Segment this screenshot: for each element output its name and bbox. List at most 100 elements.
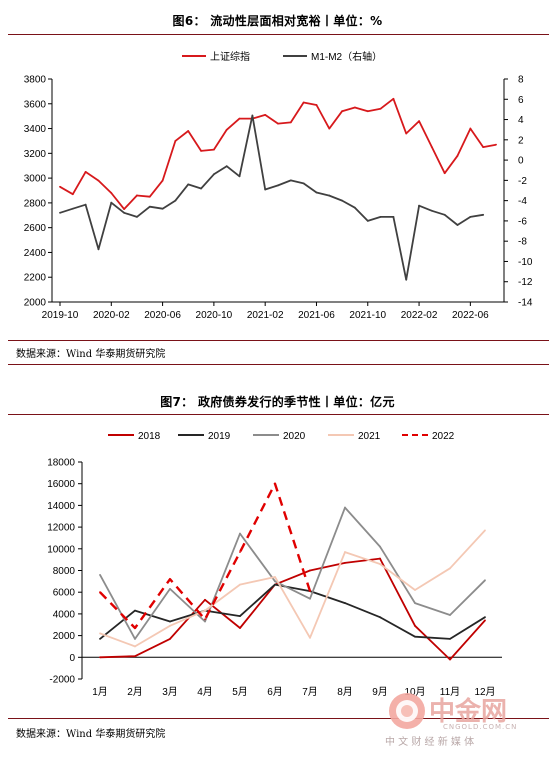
data-point — [97, 248, 100, 251]
data-point — [449, 637, 451, 640]
liquidity-chart: 2000 2200 2400 2600 2800 3000 3200 3400 3600 3800… — [24, 50, 533, 321]
data-point — [187, 183, 190, 186]
data-point — [315, 104, 318, 106]
x-tick-label: 2022-02 — [401, 310, 438, 321]
legend-label: 2021 — [358, 431, 381, 442]
cngold-watermark: 中金网 CNGOLD.COM.CN 中 文 财 经 新 媒 体 — [385, 689, 535, 748]
figure-7-source: 数据来源：Wind 华泰期货研究院 — [16, 729, 166, 740]
data-point — [84, 203, 87, 206]
divider — [8, 414, 549, 415]
data-point — [239, 551, 241, 553]
data-point — [392, 215, 395, 218]
data-point — [148, 205, 151, 208]
data-point — [379, 616, 381, 619]
data-point — [414, 589, 416, 591]
data-point — [418, 120, 420, 123]
data-point — [414, 635, 416, 638]
y-tick-label: 2800 — [24, 198, 47, 209]
y2-tick-label: 4 — [518, 115, 524, 126]
y2-tick-label: 8 — [518, 75, 524, 86]
data-point — [110, 192, 113, 194]
data-point — [277, 184, 279, 187]
data-point — [315, 191, 318, 194]
data-point — [302, 101, 305, 104]
x-tick-label: 1月 — [92, 686, 108, 698]
y2-tick-label: -4 — [518, 196, 527, 207]
data-point — [99, 656, 101, 659]
data-point — [169, 578, 171, 581]
data-point — [449, 614, 451, 616]
y-tick-label: 2000 — [24, 298, 47, 309]
data-point — [204, 609, 206, 612]
data-point — [169, 588, 171, 590]
y-tick-label: 3400 — [24, 124, 47, 135]
data-point — [405, 132, 408, 135]
data-point — [379, 563, 381, 565]
y-tick-label: 10000 — [47, 544, 75, 555]
y-tick-label: 3600 — [24, 99, 47, 110]
data-point — [414, 624, 416, 627]
data-point — [469, 215, 472, 218]
data-point — [212, 173, 215, 176]
series-line-2022 — [99, 482, 312, 630]
data-point — [379, 545, 381, 548]
data-point — [344, 506, 346, 509]
data-point — [136, 194, 138, 197]
x-tick-label: 7月 — [302, 686, 318, 698]
x-tick-label: 12月 — [474, 686, 495, 698]
y-tick-label: 16000 — [47, 479, 75, 490]
data-point — [482, 213, 485, 216]
data-point — [161, 207, 164, 210]
data-point — [225, 128, 228, 131]
divider — [8, 718, 549, 719]
data-point — [277, 122, 279, 125]
data-point — [71, 193, 74, 196]
data-point — [239, 532, 241, 535]
legend-label: 2020 — [283, 431, 306, 442]
top-divider — [8, 34, 549, 35]
data-point — [169, 620, 171, 623]
y2-tick-label: -14 — [518, 298, 533, 309]
legend-label: 2022 — [432, 431, 455, 442]
data-point — [456, 154, 459, 157]
data-point — [354, 206, 356, 209]
bond-issuance-chart: -2000 0 2000 4000 6000 8000 10000 12000 14000 160… — [47, 431, 502, 698]
data-point — [379, 557, 381, 560]
legend-label: 上证综指 — [210, 50, 250, 63]
data-point — [238, 175, 241, 178]
data-point — [200, 149, 202, 152]
data-point — [97, 179, 100, 182]
data-point — [274, 580, 276, 583]
y2-tick-label: -6 — [518, 216, 527, 227]
divider — [8, 364, 549, 365]
data-point — [366, 110, 369, 113]
watermark-slogan: 中 文 财 经 新 媒 体 — [385, 737, 475, 748]
series-line-2020 — [99, 506, 486, 640]
data-point — [309, 590, 311, 593]
data-point — [123, 208, 126, 210]
figure-6-title: 图6： 流动性层面相对宽裕丨单位：% — [172, 14, 383, 28]
data-point — [239, 627, 241, 629]
data-point — [430, 146, 433, 149]
y2-tick-label: 0 — [518, 156, 524, 167]
data-point — [484, 619, 486, 622]
data-point — [449, 567, 451, 570]
data-point — [449, 658, 451, 661]
watermark-domain: CNGOLD.COM.CN — [443, 723, 518, 731]
data-point — [379, 107, 382, 110]
data-point — [484, 616, 486, 619]
data-point — [456, 224, 459, 226]
y-tick-label: 12000 — [47, 523, 75, 534]
data-point — [169, 637, 171, 640]
series-line-2021 — [99, 529, 486, 648]
data-point — [134, 627, 136, 629]
y2-tick-label: -8 — [518, 237, 527, 248]
x-tick-label: 4月 — [197, 686, 213, 698]
y-tick-label: 18000 — [47, 458, 75, 469]
data-point — [212, 148, 215, 151]
data-point — [392, 97, 395, 100]
data-point — [99, 632, 101, 635]
data-point — [238, 117, 241, 120]
y-tick-label: 2400 — [24, 248, 47, 259]
x-tick-label: 2月 — [127, 686, 143, 698]
